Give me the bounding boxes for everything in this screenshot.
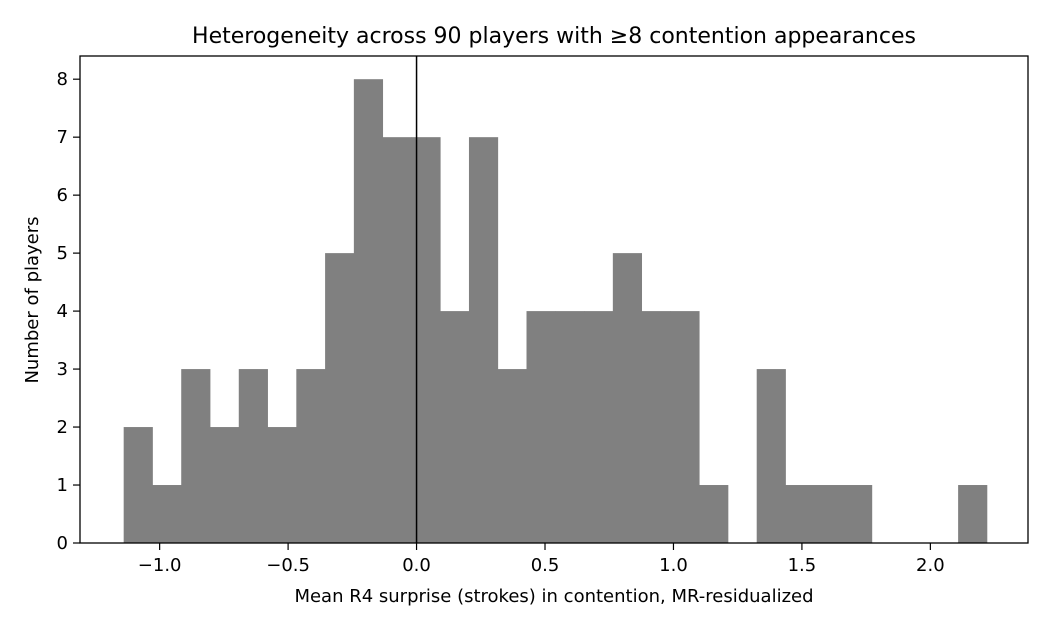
histogram-bar [785,485,815,543]
y-tick-label: 0 [57,533,68,554]
histogram-bar [670,311,700,543]
y-axis-title: Number of players [22,216,43,383]
histogram-bar [382,137,412,543]
histogram-bar [843,485,873,543]
y-axis-ticks: 0 1 2 3 4 5 6 7 8 [57,69,80,554]
y-tick-label: 7 [57,127,68,148]
histogram-bar [699,485,729,543]
histogram-bar [814,485,844,543]
histogram-bar [555,311,585,543]
histogram-bar [238,369,268,543]
histogram-bar [497,369,527,543]
x-axis-ticks: −1.0 −0.5 0.0 0.5 1.0 1.5 2.0 [138,543,945,576]
x-tick-label: 2.0 [916,555,945,576]
histogram-bar [325,253,355,543]
histogram-bars [123,79,988,543]
y-tick-label: 8 [57,69,68,90]
x-tick-label: 1.0 [659,555,688,576]
y-tick-label: 6 [57,185,68,206]
x-axis-title: Mean R4 surprise (strokes) in contention… [294,586,813,607]
histogram-bar [152,485,182,543]
histogram-bar [440,311,470,543]
x-tick-label: 1.5 [788,555,817,576]
histogram-bar [526,311,556,543]
histogram-bar [411,137,441,543]
histogram-bar [641,311,671,543]
histogram-bar [584,311,614,543]
y-tick-label: 5 [57,243,68,264]
histogram-bar [756,369,786,543]
y-tick-label: 3 [57,359,68,380]
histogram-bar [209,427,240,543]
histogram-bar [468,137,499,543]
histogram-bar [181,369,211,543]
y-tick-label: 1 [57,475,68,496]
histogram-bar [296,369,326,543]
x-tick-label: 0.5 [531,555,560,576]
histogram-bar [267,427,297,543]
histogram-bar [958,485,988,543]
x-tick-label: 0.0 [402,555,431,576]
x-tick-label: −0.5 [266,555,310,576]
histogram-bar [353,79,384,543]
y-tick-label: 2 [57,417,68,438]
histogram-bar [123,427,153,543]
y-tick-label: 4 [57,301,68,322]
histogram-bar [612,253,643,543]
chart-title: Heterogeneity across 90 players with ≥8 … [192,24,916,49]
plot-frame [79,55,1029,544]
x-tick-label: −1.0 [138,555,182,576]
